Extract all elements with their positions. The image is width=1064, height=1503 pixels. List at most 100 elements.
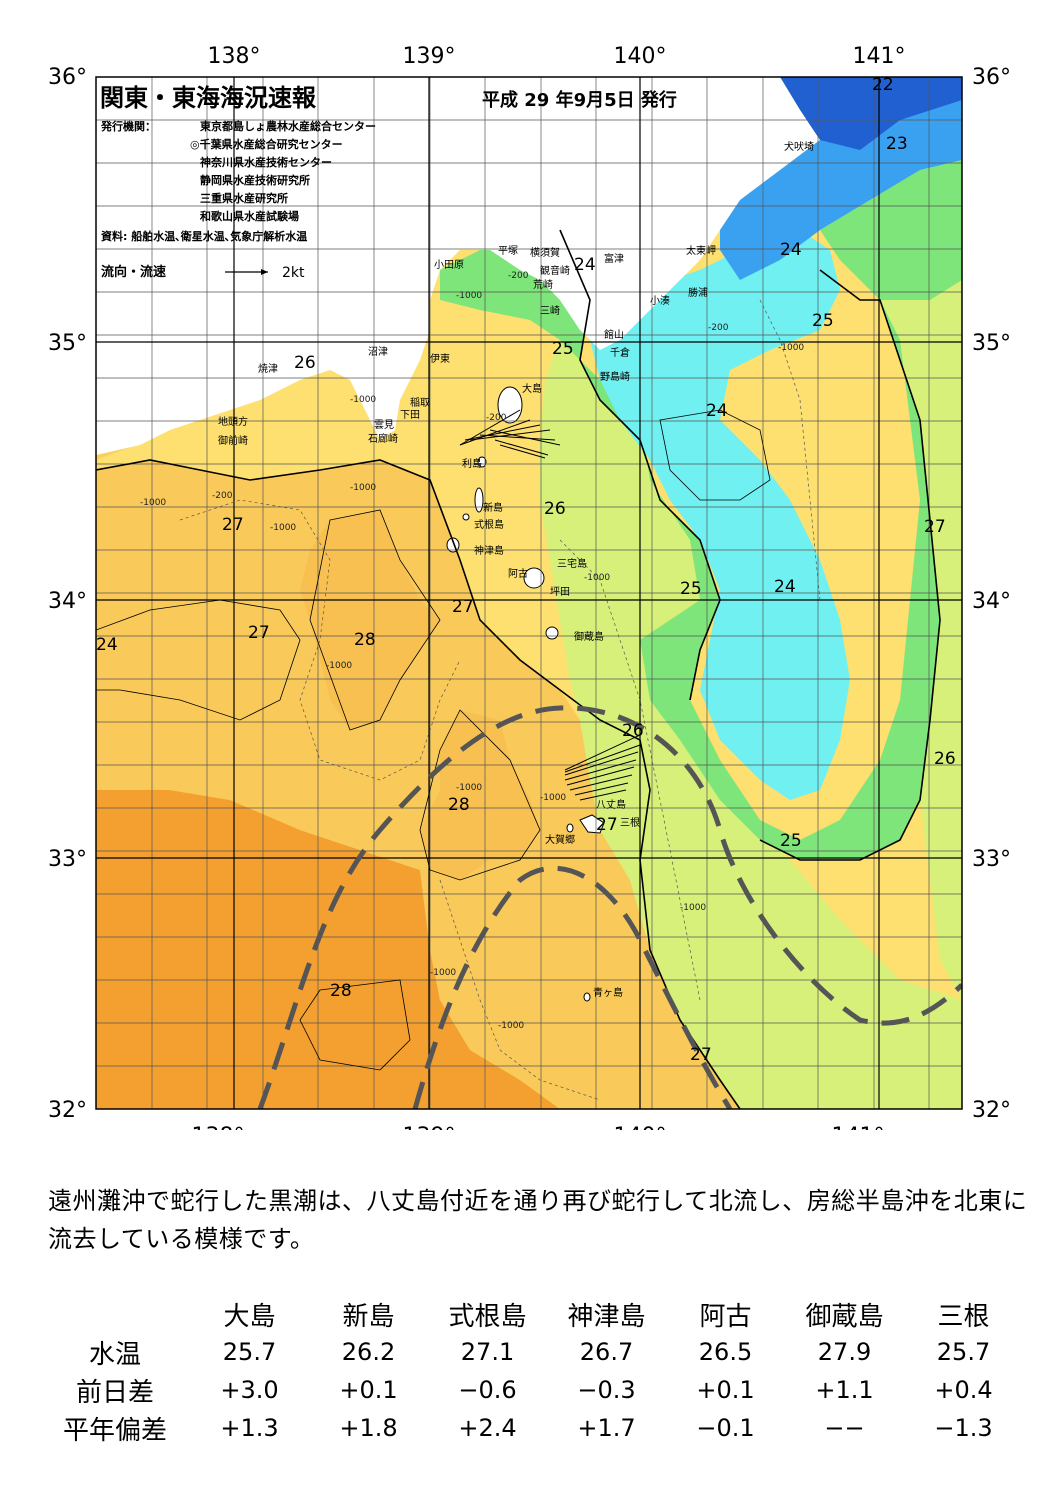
isotherm-label: 26 xyxy=(934,749,956,769)
isotherm-label: 28 xyxy=(448,795,470,815)
place-chikura: 千倉 xyxy=(610,346,630,359)
depth-labels: -200 -1000 -200 -1000 -1000 -200 -1000 -… xyxy=(140,271,804,1031)
table-cell: +1.7 xyxy=(577,1414,636,1442)
island-miyakejima xyxy=(523,567,545,589)
table-cell: +0.1 xyxy=(696,1376,755,1404)
current-arrows-hachijo xyxy=(564,734,641,801)
isotherm-27-west xyxy=(96,599,301,721)
place-kumomi: 雲見 xyxy=(374,419,394,431)
lat-label-left-35: 35° xyxy=(48,331,87,356)
issuer-3: 神奈川県水産技術センター xyxy=(200,155,332,169)
depth-label: -1000 xyxy=(350,483,376,493)
lat-label-left-33: 33° xyxy=(48,847,87,872)
issue-date: 平成 29 年9月5日 発行 xyxy=(482,89,677,111)
depth-label: -1000 xyxy=(540,793,566,803)
water-temperature-table: 大島 新島 式根島 神津島 阿古 御蔵島 三根 水温 25.7 26.2 27.… xyxy=(40,1295,1023,1447)
station-header: 大島 xyxy=(223,1301,276,1332)
lat-label-right-33: 33° xyxy=(972,847,1011,872)
isotherm-label: 25 xyxy=(552,339,574,359)
place-kominato: 小湊 xyxy=(650,294,670,307)
isotherm-label: 23 xyxy=(886,134,908,154)
table-row: 平年偏差 +1.3 +1.8 +2.4 +1.7 −0.1 −− −1.3 xyxy=(40,1409,1023,1447)
current-legend-value: 2kt xyxy=(282,265,305,281)
isotherm-label: 27 xyxy=(248,623,270,643)
row-label: 前日差 xyxy=(75,1377,154,1408)
depth-contour-1000-a xyxy=(179,499,461,781)
isotherm-label: 27 xyxy=(222,515,244,535)
island-label-mikurajima: 御蔵島 xyxy=(574,630,604,643)
lat-label-right-35: 35° xyxy=(972,331,1011,356)
sea-condition-map: 138° 139° 140° 141° 138° 139° 140° 141° … xyxy=(48,44,1011,1130)
depth-label: -200 xyxy=(212,491,233,501)
sst-band-25-26 xyxy=(540,340,962,1109)
table-cell: +1.8 xyxy=(339,1414,398,1442)
place-jitogata: 地頭方 xyxy=(218,415,248,428)
isotherm-labels: 22 23 24 24 25 25 24 26 26 27 27 27 27 2… xyxy=(96,75,956,1065)
island-label-tsubota: 坪田 xyxy=(550,585,570,598)
current-legend-label: 流向・流速 xyxy=(101,264,166,280)
lon-label-top-140: 140° xyxy=(614,44,667,69)
island-label-aogashima: 青ヶ島 xyxy=(593,986,623,999)
table-cell: 25.7 xyxy=(222,1338,277,1366)
isotherm-25-east xyxy=(759,269,941,861)
station-header: 式根島 xyxy=(448,1301,527,1332)
table-cell: −0.1 xyxy=(696,1414,755,1442)
island-label-miyakejima: 三宅島 xyxy=(557,557,587,570)
isotherm-label: 25 xyxy=(680,579,702,599)
lon-label-bottom-141: 141° xyxy=(832,1124,885,1130)
depth-label: -1000 xyxy=(680,903,706,913)
island-label-mitsune: 三根 xyxy=(620,816,640,829)
island-mikurajima xyxy=(545,626,559,640)
lon-label-bottom-138: 138° xyxy=(192,1124,245,1130)
issuers-label: 発行機関： xyxy=(100,119,156,133)
isotherm-label: 24 xyxy=(780,240,802,260)
isotherm-label: 24 xyxy=(706,401,728,421)
island-hachijo-kojima xyxy=(566,823,574,833)
lat-label-left-32: 32° xyxy=(48,1098,87,1123)
isotherm-28-west xyxy=(309,509,441,731)
island-aogashima xyxy=(583,992,591,1002)
place-odawara: 小田原 xyxy=(434,259,464,271)
isotherm-label: 27 xyxy=(690,1045,712,1065)
island-label-niijima: 新島 xyxy=(483,501,503,514)
island-niijima xyxy=(474,487,484,513)
isotherm-label: 24 xyxy=(774,577,796,597)
table-cell: +0.1 xyxy=(339,1376,398,1404)
place-nojimazaki: 野島崎 xyxy=(600,370,630,383)
place-omaezaki: 御前崎 xyxy=(218,434,248,447)
depth-label: -1000 xyxy=(456,783,482,793)
depth-label: -200 xyxy=(508,271,529,281)
map-frame xyxy=(95,76,963,1110)
island-label-shikinejima: 式根島 xyxy=(474,518,504,531)
depth-label: -1000 xyxy=(326,661,352,671)
table-cell: 26.5 xyxy=(698,1338,753,1366)
table-cell: 27.1 xyxy=(460,1338,515,1366)
isotherm-label: 28 xyxy=(330,981,352,1001)
isotherm-label: 26 xyxy=(294,353,316,373)
isotherm-label: 26 xyxy=(622,721,644,741)
lon-label-top-138: 138° xyxy=(208,44,261,69)
lon-label-top-139: 139° xyxy=(403,44,456,69)
sst-field xyxy=(96,77,962,1109)
table-cell: 26.2 xyxy=(341,1338,396,1366)
table-cell: +2.4 xyxy=(458,1414,517,1442)
depth-label: -1000 xyxy=(778,343,804,353)
table-cell: 27.9 xyxy=(817,1338,872,1366)
depth-label: -1000 xyxy=(430,968,456,978)
place-katsuura: 勝浦 xyxy=(688,286,708,299)
table-row: 前日差 +3.0 +0.1 −0.6 −0.3 +0.1 +1.1 +0.4 xyxy=(40,1371,1023,1409)
depth-contour-1000-d xyxy=(759,299,821,601)
island-label-kozushima: 神津島 xyxy=(474,544,504,557)
station-header: 神津島 xyxy=(567,1301,646,1332)
island-label-okago: 大賀郷 xyxy=(545,833,575,846)
table-cell: +1.3 xyxy=(220,1414,279,1442)
issuer-6: 和歌山県水産試験場 xyxy=(200,209,299,223)
place-tateyama: 館山 xyxy=(604,328,624,341)
isotherm-label: 27 xyxy=(924,517,946,537)
place-numazu: 沼津 xyxy=(368,345,388,358)
kuroshio-axis xyxy=(257,705,962,1109)
table-cell: −− xyxy=(824,1414,865,1442)
table-cell: −0.3 xyxy=(577,1376,636,1404)
depth-label: -1000 xyxy=(456,291,482,301)
table-cell: +0.4 xyxy=(934,1376,993,1404)
